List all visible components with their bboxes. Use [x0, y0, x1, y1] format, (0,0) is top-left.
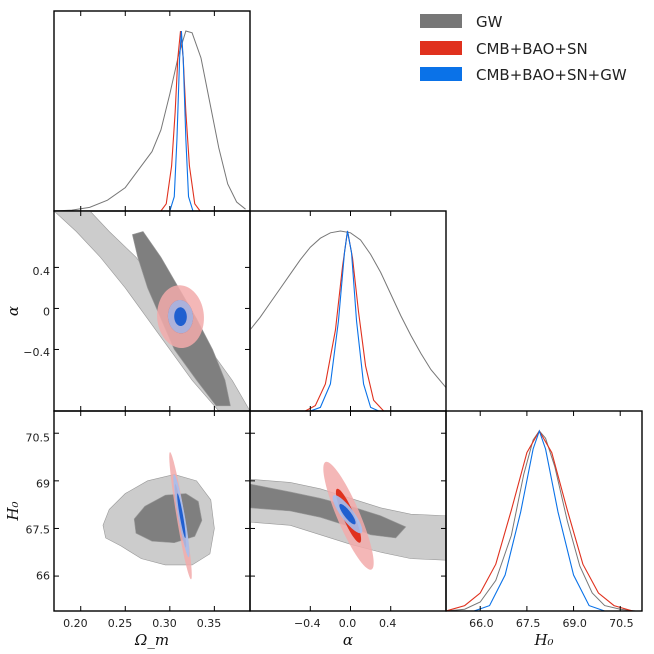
- panel-alpha-h0: [249, 410, 447, 612]
- marginal-curve-gw-h0: [446, 430, 636, 611]
- panel-omega-alpha: [53, 210, 251, 412]
- alpha-x-tick-label: 0.4: [379, 617, 397, 630]
- panel-omega-h0: [53, 410, 251, 612]
- legend: GW CMB+BAO+SN CMB+BAO+SN+GW: [420, 13, 627, 84]
- h0-x-tick-label: 67.5: [516, 617, 541, 630]
- panel-h0-marginal-frame: [445, 410, 643, 612]
- alpha-y-axis-label: α: [4, 306, 22, 316]
- panel-h0-marginal: [445, 410, 643, 612]
- alpha-y-tick-label: 0: [43, 306, 50, 319]
- h0-x-tick-label: 66.0: [469, 617, 494, 630]
- contour-cmb-bao-sn-gw-inner-alpha-h0: [339, 504, 356, 525]
- omega-x-tick-label: 0.25: [108, 617, 133, 630]
- legend-swatch-cmb-bao-sn: [420, 41, 462, 55]
- alpha-x-tick-label: 0.0: [339, 617, 357, 630]
- panel-alpha-marginal: [249, 210, 447, 412]
- marginal-curve-cmb-bao-sn-h0: [446, 429, 633, 611]
- alpha-y-tick-label: 0.4: [33, 265, 51, 278]
- h0-y-tick-label: 69: [36, 478, 50, 491]
- alpha-y-tick-label: −0.4: [23, 346, 50, 359]
- legend-label-cmb-bao-sn-gw: CMB+BAO+SN+GW: [476, 66, 627, 84]
- panel-alpha-marginal-frame: [249, 210, 447, 412]
- marginal-curve-cmb-bao-sn-gw-alpha: [310, 230, 379, 411]
- alpha-x-tick-labels: −0.4 0.0 0.4: [294, 617, 397, 630]
- marginal-curve-cmb-bao-sn-om: [160, 30, 201, 211]
- omega-x-tick-labels: 0.20 0.25 0.30 0.35: [63, 617, 221, 630]
- contour-gw-inner-alpha-h0: [250, 483, 407, 539]
- contour-cmb-bao-sn-gw-inner-om-h0: [177, 493, 186, 539]
- marginal-curve-cmb-bao-sn-gw-h0: [473, 429, 605, 611]
- h0-y-tick-labels: 70.5 69 67.5 66: [26, 432, 51, 583]
- h0-x-tick-label: 70.5: [609, 617, 634, 630]
- panel-omega-marginal-frame: [53, 10, 251, 212]
- h0-y-tick-label: 70.5: [26, 432, 51, 445]
- h0-y-tick-label: 66: [36, 570, 50, 583]
- h0-y-axis-label: H₀: [4, 501, 22, 521]
- contour-cmb-bao-sn-gw-inner-om-alpha: [174, 307, 187, 326]
- alpha-x-tick-label: −0.4: [294, 617, 321, 630]
- h0-x-tick-labels: 66.0 67.5 69.0 70.5: [469, 617, 634, 630]
- omega-x-tick-label: 0.35: [197, 617, 222, 630]
- omega-x-tick-label: 0.20: [63, 617, 88, 630]
- omega-x-tick-label: 0.30: [152, 617, 177, 630]
- omega-axis-label: Ω_m: [134, 631, 169, 649]
- legend-label-gw: GW: [476, 13, 503, 31]
- marginal-curve-gw-alpha: [250, 230, 446, 388]
- h0-axis-label: H₀: [533, 631, 553, 649]
- legend-swatch-gw: [420, 14, 462, 28]
- alpha-axis-label: α: [343, 631, 353, 649]
- panel-omega-marginal: [53, 10, 251, 212]
- h0-x-tick-label: 69.0: [562, 617, 587, 630]
- alpha-y-tick-labels: 0.4 0 −0.4: [23, 265, 50, 359]
- marginal-curve-cmb-bao-sn-gw-om: [169, 30, 194, 211]
- h0-y-tick-label: 67.5: [26, 524, 51, 537]
- legend-label-cmb-bao-sn: CMB+BAO+SN: [476, 40, 588, 58]
- marginal-curve-gw-om: [54, 30, 246, 211]
- legend-swatch-cmb-bao-sn-gw: [420, 67, 462, 81]
